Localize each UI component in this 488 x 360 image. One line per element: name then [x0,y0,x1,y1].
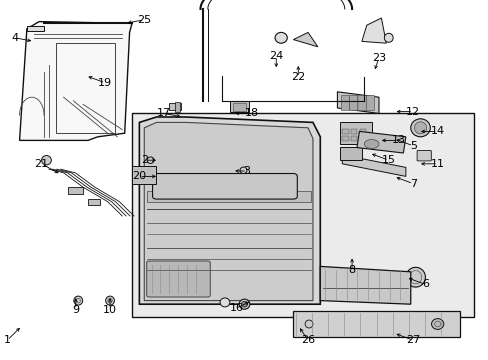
FancyBboxPatch shape [88,199,100,205]
Ellipse shape [305,320,312,328]
Polygon shape [20,22,132,140]
Text: 17: 17 [157,108,170,118]
FancyBboxPatch shape [339,147,361,160]
Text: 12: 12 [406,107,419,117]
Ellipse shape [430,319,443,329]
Ellipse shape [74,296,82,305]
Ellipse shape [241,301,247,307]
Polygon shape [356,131,405,153]
FancyBboxPatch shape [27,26,44,31]
FancyBboxPatch shape [229,101,249,112]
Text: 13: 13 [391,135,405,145]
Ellipse shape [414,122,426,134]
Ellipse shape [364,139,378,148]
FancyBboxPatch shape [416,150,430,161]
Text: 21: 21 [35,159,48,169]
FancyBboxPatch shape [349,95,357,111]
FancyBboxPatch shape [350,129,357,134]
Text: 11: 11 [430,159,444,169]
Text: 18: 18 [244,108,258,118]
FancyBboxPatch shape [357,95,366,111]
Text: 14: 14 [430,126,444,136]
Text: 27: 27 [405,335,420,345]
FancyBboxPatch shape [341,95,349,111]
FancyBboxPatch shape [342,136,348,141]
Ellipse shape [105,296,114,305]
FancyBboxPatch shape [146,191,310,202]
Ellipse shape [405,267,425,287]
FancyBboxPatch shape [152,174,297,199]
Text: 6: 6 [421,279,428,289]
FancyBboxPatch shape [132,113,473,317]
Text: 26: 26 [301,335,314,345]
Text: 8: 8 [348,265,355,275]
Ellipse shape [220,298,229,307]
Ellipse shape [143,169,150,176]
Text: 4: 4 [11,33,18,43]
FancyBboxPatch shape [339,122,371,144]
Polygon shape [144,122,312,301]
Polygon shape [139,117,320,304]
Ellipse shape [384,33,392,42]
Ellipse shape [240,167,246,174]
FancyBboxPatch shape [232,103,246,111]
Ellipse shape [410,119,429,137]
Text: 16: 16 [230,303,244,313]
Text: 7: 7 [409,179,416,189]
Polygon shape [337,92,378,113]
Text: 20: 20 [132,171,146,181]
Polygon shape [320,266,410,304]
Text: 5: 5 [409,141,416,151]
FancyBboxPatch shape [146,261,210,297]
Polygon shape [361,18,386,43]
Ellipse shape [41,156,51,165]
FancyBboxPatch shape [359,136,366,141]
Text: 19: 19 [98,78,112,88]
Text: 1: 1 [4,335,11,345]
Text: 10: 10 [103,305,117,315]
Text: 15: 15 [381,155,395,165]
Polygon shape [342,155,405,176]
Ellipse shape [274,32,287,43]
FancyBboxPatch shape [366,95,374,111]
Text: 2: 2 [141,155,147,165]
Text: 9: 9 [72,305,79,315]
Text: 23: 23 [371,53,385,63]
FancyBboxPatch shape [132,166,156,184]
Text: 25: 25 [137,15,151,25]
Polygon shape [293,32,317,47]
FancyBboxPatch shape [175,102,180,112]
FancyBboxPatch shape [293,311,459,337]
FancyBboxPatch shape [342,129,348,134]
Text: 3: 3 [243,166,250,176]
FancyBboxPatch shape [359,129,366,134]
FancyBboxPatch shape [350,136,357,141]
Text: 24: 24 [268,51,283,61]
FancyBboxPatch shape [168,103,181,110]
FancyBboxPatch shape [68,187,83,194]
Text: 22: 22 [290,72,305,82]
Ellipse shape [147,157,154,163]
Ellipse shape [239,299,249,309]
